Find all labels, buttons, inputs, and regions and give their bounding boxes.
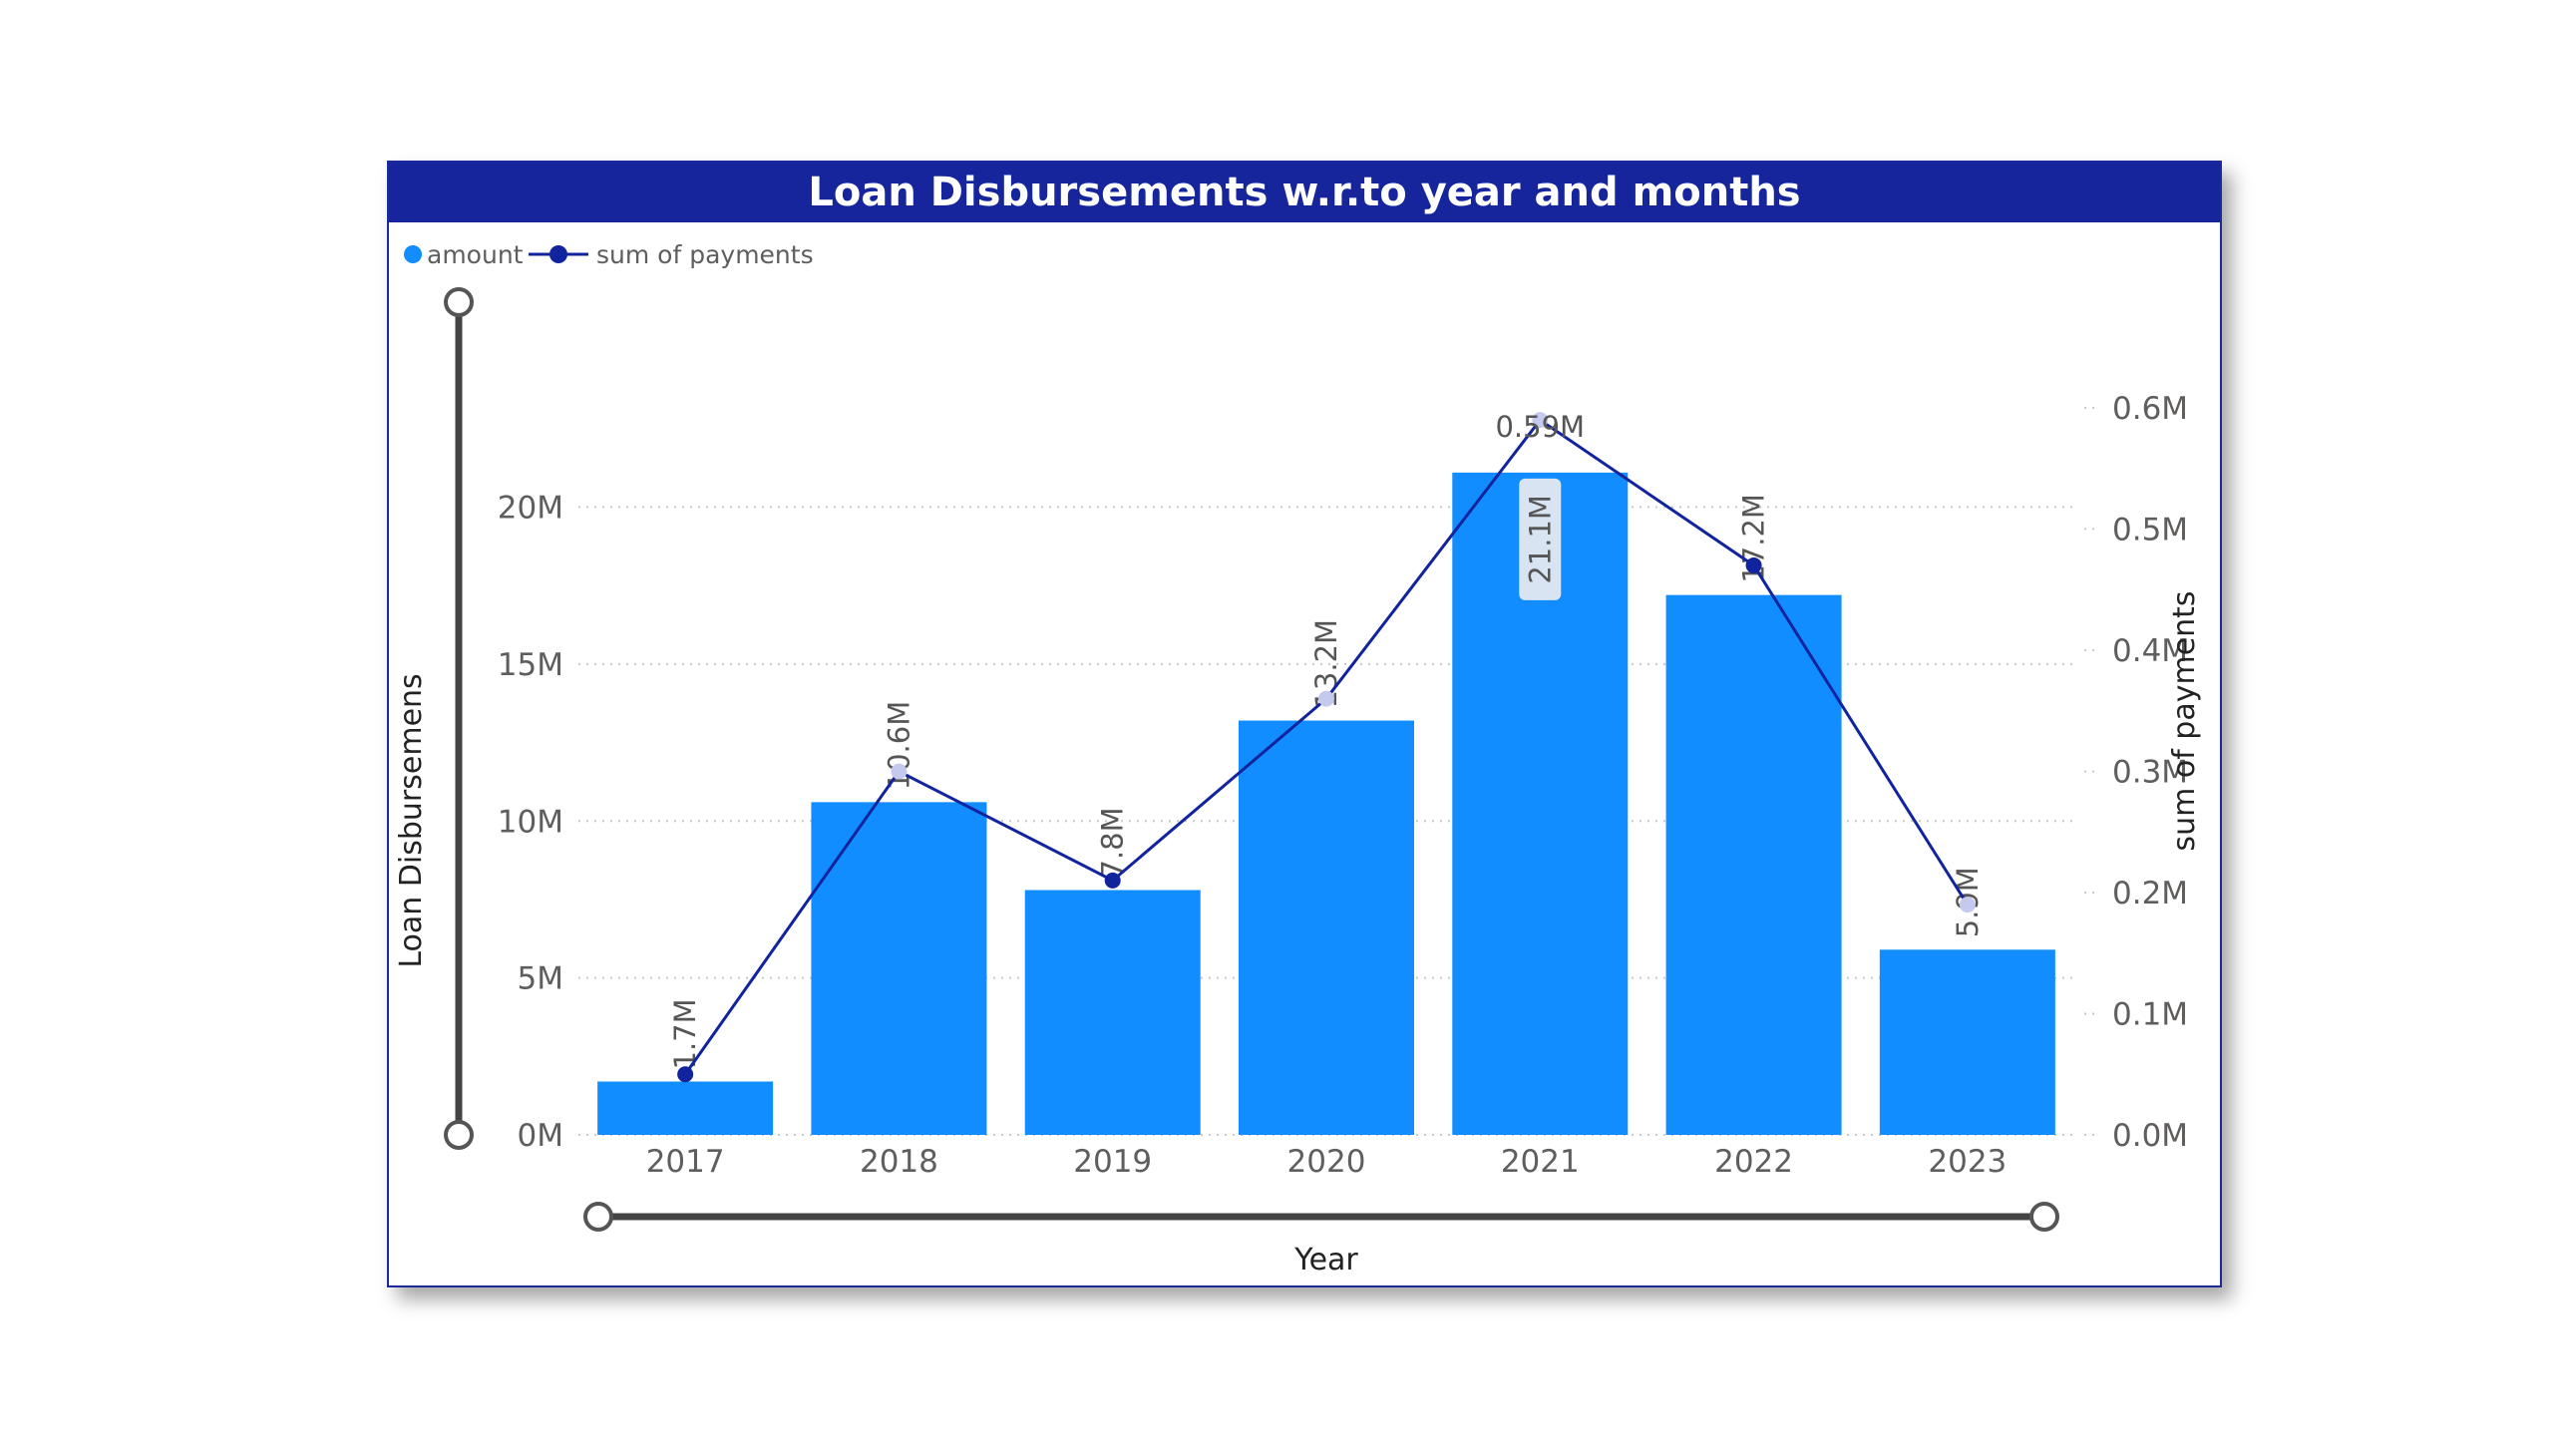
line-point-2023[interactable] [1959,897,1976,913]
x-tick-label: 2021 [1501,1144,1580,1180]
x-tick-label: 2023 [1928,1144,2006,1180]
line-point-2019[interactable] [1104,872,1121,889]
chart-card: Loan Disbursements w.r.to year and month… [387,161,2222,1287]
x-tick-label: 2017 [646,1144,725,1180]
y2-tick-label: 0.2M [2112,876,2188,911]
y2-axis-title: sum of payments [2167,590,2202,851]
legend-label-payments: sum of payments [596,240,814,269]
y2-tick-label: 0.0M [2112,1118,2188,1154]
bar-2022[interactable] [1665,594,1842,1135]
line-point-2018[interactable] [891,763,908,780]
line-point-2022[interactable] [1745,556,1762,573]
y2-tick-label: 0.1M [2112,997,2188,1033]
line-point-2017[interactable] [677,1066,694,1083]
x-tick-label: 2018 [860,1144,938,1180]
y-axis-title: Loan Disbursemens [394,673,429,967]
x-tick-label: 2020 [1287,1144,1366,1180]
combo-chart: amount sum of payments 0M 5M 10M 15M 20M 0.0M 0.… [394,240,2202,1277]
bar-data-label: 7.8M [1096,807,1130,878]
y-tick-label: 20M [498,491,563,527]
line-point-2020[interactable] [1318,690,1334,707]
y-tick-label: 15M [498,647,563,683]
y-zoom-slider-top-handle[interactable] [444,287,474,317]
data-label-bg [1519,478,1562,600]
y2-tick-label: 0.3M [2112,755,2188,791]
line-point-2021[interactable] [1532,412,1549,429]
bar-2018[interactable] [811,802,987,1135]
line-data-label: 0.59M [1495,410,1585,444]
bar-2023[interactable] [1879,949,2055,1135]
chart-title: Loan Disbursements w.r.to year and month… [389,163,2220,222]
x-zoom-slider-left-handle[interactable] [583,1202,613,1232]
bar-2019[interactable] [1024,890,1201,1135]
bar-2017[interactable] [597,1081,774,1135]
x-tick-label: 2022 [1714,1144,1793,1180]
y2-tick-label: 0.5M [2112,513,2188,548]
y-tick-label: 5M [518,961,563,997]
x-zoom-slider-right-handle[interactable] [2029,1202,2059,1232]
y2-tick-label: 0.4M [2112,633,2188,669]
legend-marker-payments [549,245,567,263]
x-tick-label: 2019 [1073,1144,1152,1180]
y-zoom-slider-bottom-handle[interactable] [444,1120,474,1150]
bar-2020[interactable] [1239,720,1414,1135]
y-tick-label: 10M [498,804,563,840]
legend-marker-amount [404,245,422,263]
x-axis-title: Year [1293,1243,1358,1277]
y-tick-label: 0M [518,1118,563,1154]
bar-data-label: 21.1M [1523,495,1557,584]
y2-tick-label: 0.6M [2112,391,2188,427]
legend-label-amount: amount [427,240,524,269]
